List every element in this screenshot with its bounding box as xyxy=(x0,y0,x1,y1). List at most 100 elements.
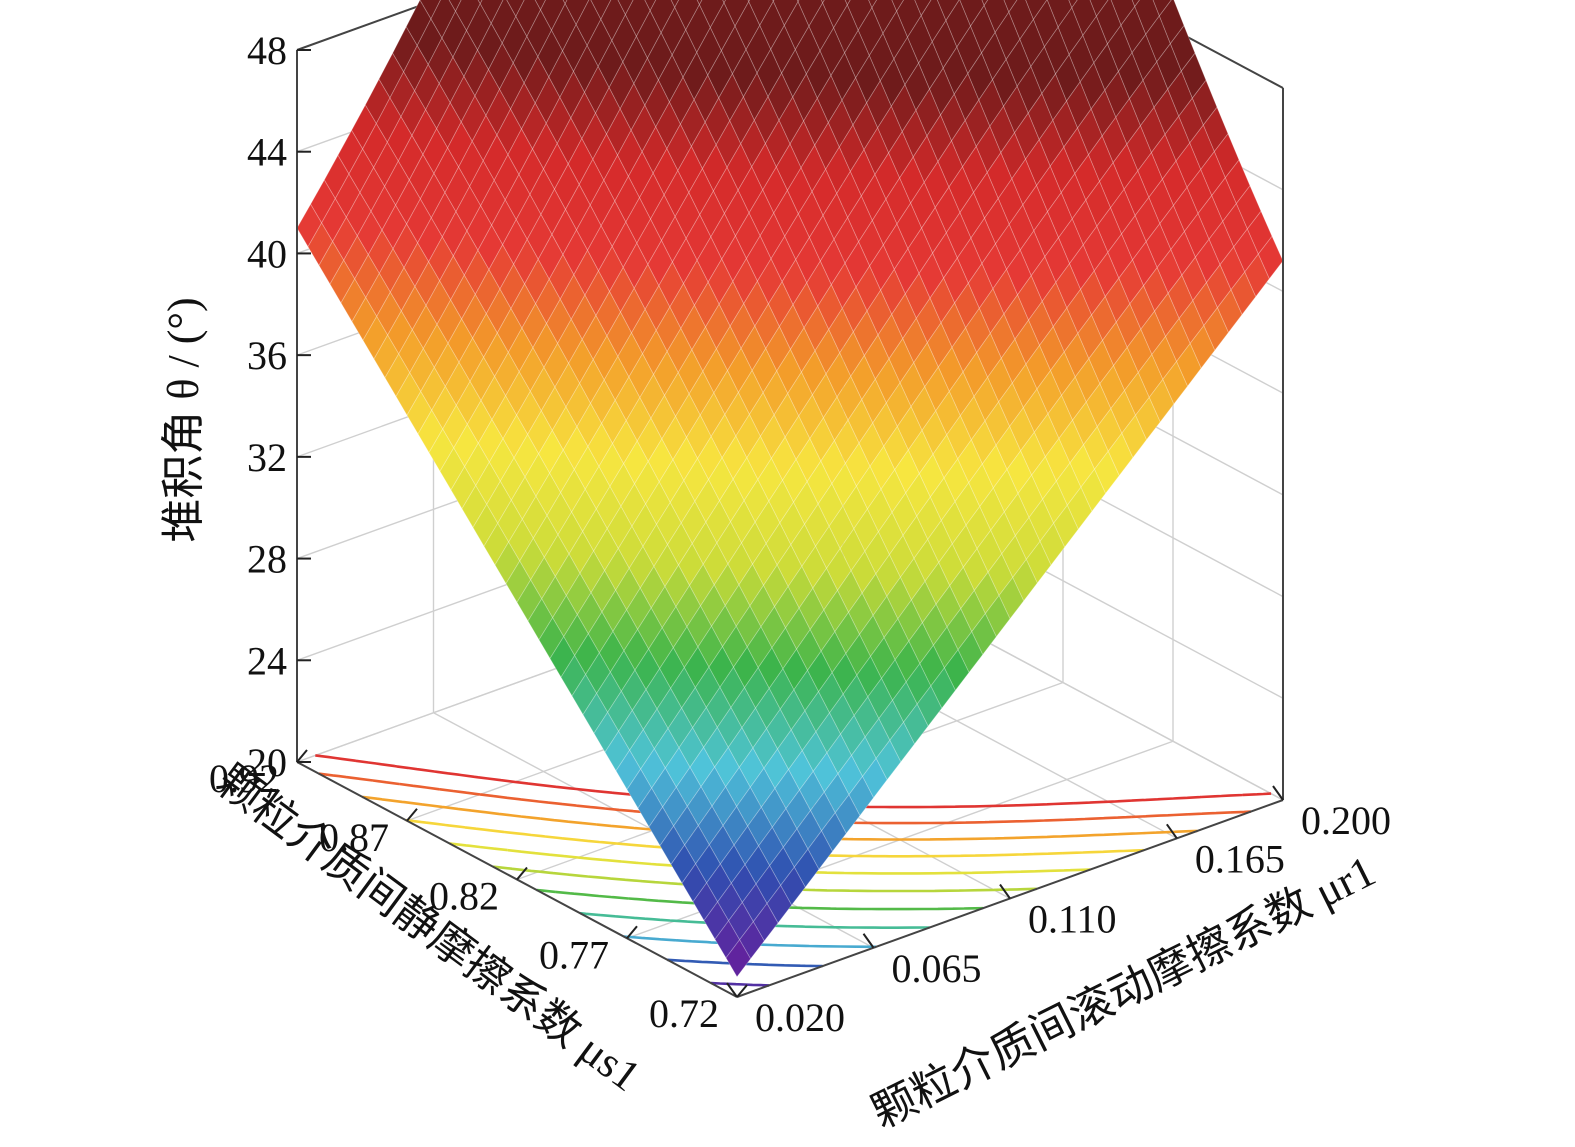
z-tick-label: 28 xyxy=(247,537,287,582)
surface-patch xyxy=(890,83,917,133)
surface-patch xyxy=(849,148,876,197)
mu-s-tick-label: 0.77 xyxy=(539,932,609,977)
surface-patch xyxy=(417,409,444,454)
surface-patch xyxy=(600,0,626,42)
response-surface xyxy=(296,0,1284,978)
surface-patch xyxy=(725,939,752,978)
surface-patch xyxy=(833,216,860,265)
surface-patch xyxy=(862,757,888,799)
surface-patch xyxy=(831,462,857,507)
surface-patch xyxy=(633,57,659,107)
z-tick-label: 40 xyxy=(247,231,287,276)
surface-patch xyxy=(981,31,1007,81)
z-axis-ticks: 48 44 40 36 32 28 24 20 xyxy=(247,28,311,785)
surface-patch xyxy=(881,659,907,702)
surface-patch xyxy=(735,413,761,459)
surface-patch xyxy=(540,386,567,432)
surface-patch xyxy=(337,129,364,175)
z-tick-label: 20 xyxy=(247,740,287,785)
mu-s-tick-mark xyxy=(736,984,748,998)
surface-patch xyxy=(606,505,633,550)
surface-patch xyxy=(524,452,551,498)
surface-patch xyxy=(805,50,832,100)
surface-patch xyxy=(848,592,874,636)
surface-patch xyxy=(510,476,537,521)
surface-patch xyxy=(897,599,923,642)
surface-patch xyxy=(453,423,479,468)
surface-patch xyxy=(772,0,775,3)
surface-patch xyxy=(683,646,710,689)
surface-patch xyxy=(766,884,793,924)
surface-patch xyxy=(340,278,367,323)
surface-patch xyxy=(708,456,734,502)
surface-patch xyxy=(670,0,680,9)
surface-patch xyxy=(406,390,433,435)
surface-patch xyxy=(820,439,846,485)
surface-patch xyxy=(945,211,972,259)
surface-patch xyxy=(951,524,978,568)
surface-patch xyxy=(879,58,906,108)
surface-patch xyxy=(746,435,772,481)
surface-patch xyxy=(455,185,482,232)
surface-patch xyxy=(853,508,879,553)
surface-patch xyxy=(882,223,909,271)
surface-patch xyxy=(672,626,699,669)
surface-patch xyxy=(587,611,614,654)
surface-patch xyxy=(924,561,951,605)
surface-patch xyxy=(527,598,554,641)
surface-patch xyxy=(859,614,885,658)
mu-r-tick-mark xyxy=(999,883,1011,900)
surface-patch xyxy=(989,313,1016,360)
surface-patch xyxy=(329,259,356,304)
surface-patch xyxy=(1079,62,1106,110)
surface-patch xyxy=(611,13,637,63)
surface-patch xyxy=(1134,196,1161,243)
surface-patch xyxy=(348,148,375,194)
surface-patch xyxy=(1020,431,1046,476)
surface-patch xyxy=(788,749,814,791)
surface-patch xyxy=(783,0,810,51)
surface-patch xyxy=(477,418,504,463)
surface-patch xyxy=(573,44,599,94)
surface-patch xyxy=(669,282,695,330)
surface-patch xyxy=(529,366,556,412)
surface-patch xyxy=(1090,89,1117,137)
surface-patch xyxy=(644,79,670,128)
surface-patch xyxy=(934,186,961,234)
surface-patch xyxy=(477,0,483,5)
surface-patch xyxy=(474,268,501,315)
surface-patch xyxy=(732,257,758,305)
surface-patch xyxy=(1031,456,1057,501)
surface-patch xyxy=(639,172,665,220)
mu-s-tick-mark xyxy=(626,925,638,939)
surface-patch xyxy=(1101,116,1128,164)
surface-patch xyxy=(984,401,1011,446)
surface-patch xyxy=(842,485,868,530)
surface-patch xyxy=(1189,324,1216,370)
surface-patch xyxy=(711,786,738,827)
surface-patch xyxy=(967,262,994,310)
surface-patch xyxy=(957,630,984,674)
surface-patch xyxy=(842,674,869,717)
mu-r-tick-label: 0.065 xyxy=(892,946,982,991)
surface-patch xyxy=(818,671,844,714)
surface-patch xyxy=(1244,253,1270,298)
surface-patch xyxy=(444,166,471,213)
surface-patch xyxy=(488,437,515,482)
surface-patch xyxy=(771,807,798,849)
surface-patch xyxy=(1131,0,1141,8)
surface-patch xyxy=(844,0,851,6)
surface-patch xyxy=(466,204,493,252)
surface-patch xyxy=(798,394,824,440)
mu-s-tick-label: 0.72 xyxy=(649,991,719,1036)
surface-patch xyxy=(532,514,559,559)
surface-patch xyxy=(609,649,636,692)
surface-patch xyxy=(827,99,854,148)
surface-patch xyxy=(738,747,765,789)
surface-patch xyxy=(678,726,705,769)
surface-patch xyxy=(846,0,873,32)
surface-patch xyxy=(747,0,751,3)
surface-patch xyxy=(384,353,411,398)
surface-patch xyxy=(534,0,546,11)
